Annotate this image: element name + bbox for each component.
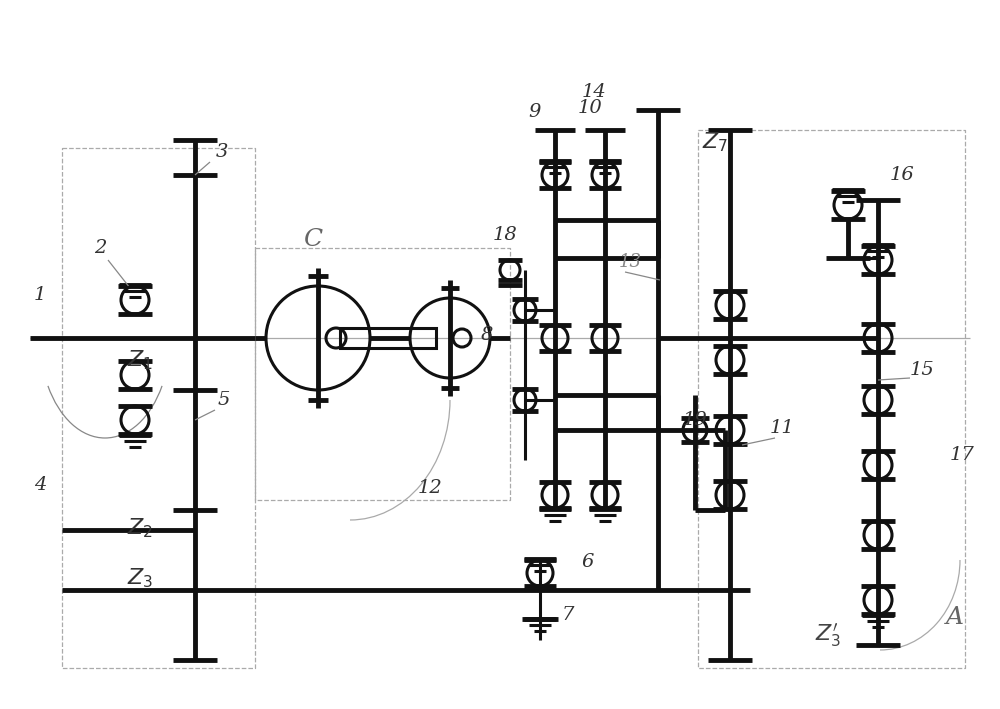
Text: 15: 15 [910, 361, 934, 379]
Text: 4: 4 [34, 476, 46, 494]
Text: 2: 2 [94, 239, 106, 257]
Text: 14: 14 [582, 83, 606, 101]
Text: A: A [946, 606, 964, 630]
Text: C: C [303, 228, 323, 252]
Text: $Z_3$: $Z_3$ [127, 566, 153, 590]
Text: $Z_1$: $Z_1$ [127, 348, 153, 372]
Text: 17: 17 [950, 446, 974, 464]
Text: 12: 12 [418, 479, 442, 497]
Bar [340, 328, 436, 348]
Text: $Z_2$: $Z_2$ [127, 516, 153, 540]
Text: 6: 6 [582, 553, 594, 571]
Text: 8: 8 [481, 326, 493, 344]
Text: 3: 3 [216, 143, 228, 161]
Text: 18: 18 [493, 226, 517, 244]
Text: $Z_7$: $Z_7$ [702, 130, 728, 154]
Text: 5: 5 [218, 391, 230, 409]
Text: 10: 10 [578, 99, 602, 117]
Text: $Z_3'$: $Z_3'$ [815, 621, 841, 649]
Text: 16: 16 [890, 166, 914, 184]
Text: 7: 7 [562, 606, 574, 624]
Text: 9: 9 [529, 103, 541, 121]
Text: 11: 11 [770, 419, 794, 437]
Text: 1: 1 [34, 286, 46, 304]
Text: 13: 13 [618, 253, 642, 271]
Text: 19: 19 [683, 411, 707, 429]
